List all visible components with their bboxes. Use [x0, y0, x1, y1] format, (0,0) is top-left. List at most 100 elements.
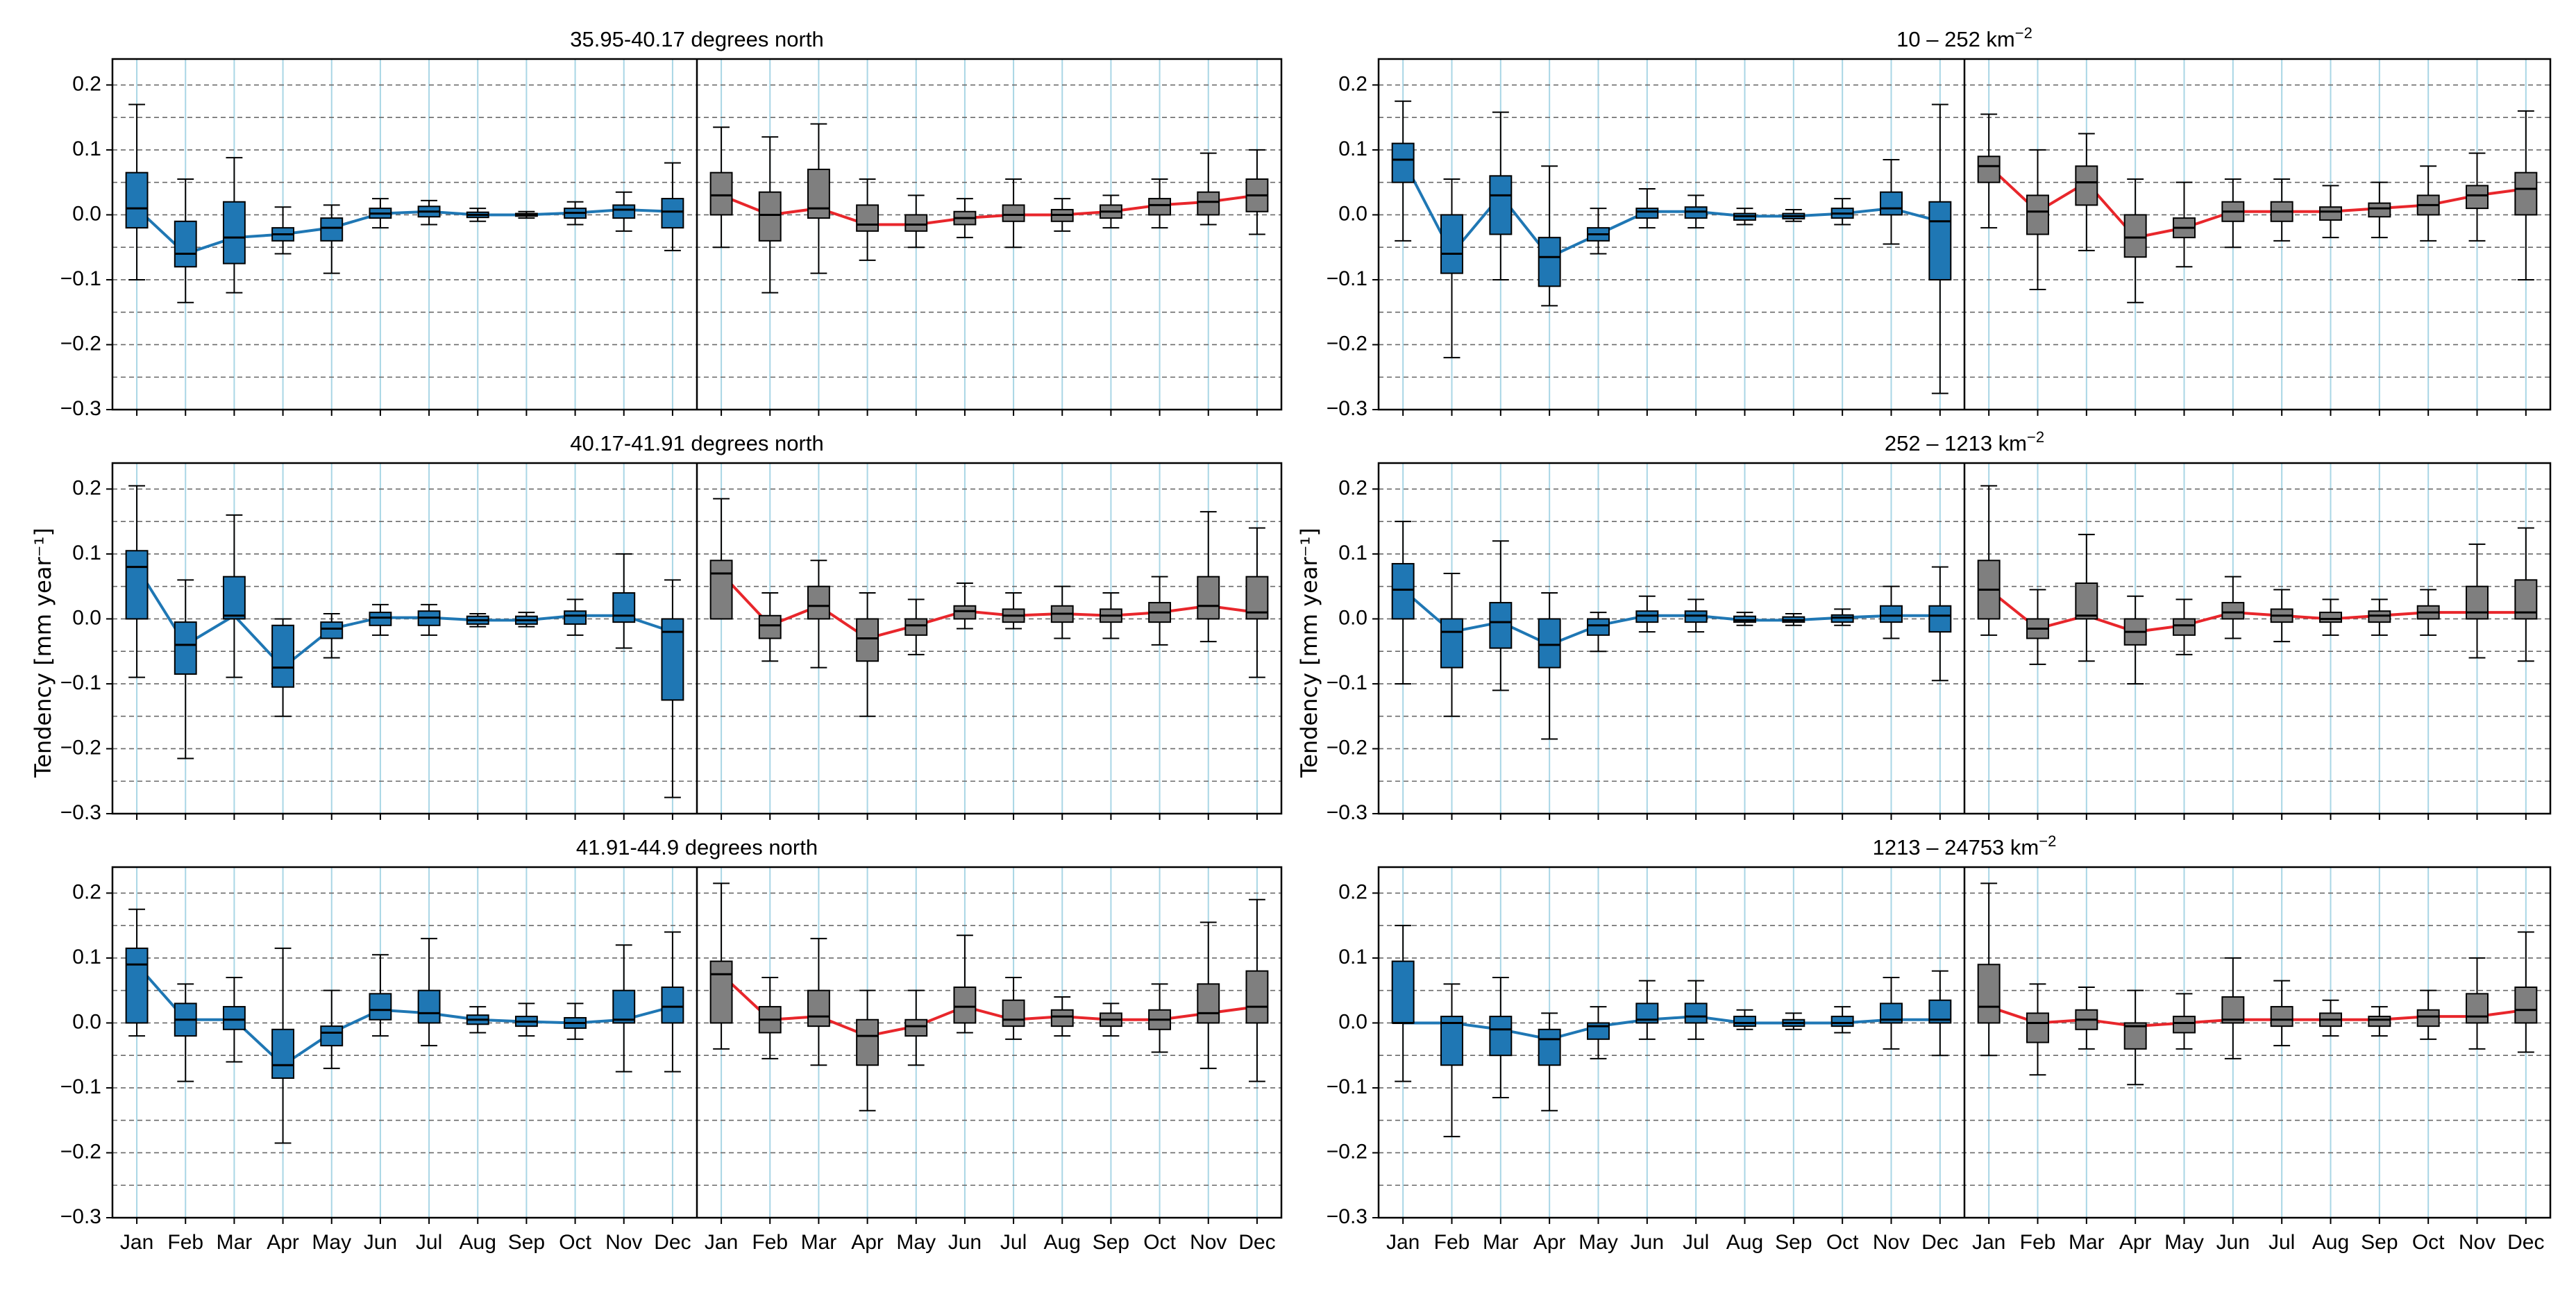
x-tick-label: Jul — [2268, 1231, 2295, 1254]
box — [1050, 1009, 1074, 1027]
y-tick-label: 0.0 — [1338, 202, 1367, 225]
y-tick-label: −0.1 — [60, 267, 101, 290]
box — [2173, 1016, 2196, 1034]
x-tick-label: May — [2164, 1231, 2204, 1254]
y-tick-label: 0.0 — [72, 202, 101, 225]
box — [661, 198, 684, 229]
x-tick-label: Jul — [1683, 1231, 1709, 1254]
box — [320, 621, 344, 639]
x-tick-label: Jun — [364, 1231, 397, 1254]
x-tick-label: Mar — [1483, 1231, 1519, 1254]
box — [953, 605, 977, 620]
box — [2026, 1012, 2049, 1043]
median-line — [1401, 159, 1941, 259]
box — [1928, 201, 1952, 280]
median-line — [721, 194, 1258, 226]
median-line — [1401, 588, 1940, 647]
box — [125, 550, 149, 620]
box — [2123, 1022, 2147, 1050]
x-tick-label: Aug — [1726, 1231, 1763, 1254]
box — [2368, 1016, 2391, 1027]
x-tick-label: Aug — [460, 1231, 496, 1254]
box — [1002, 999, 1025, 1027]
series-right — [1977, 110, 2538, 303]
x-tick-label: May — [896, 1231, 936, 1254]
box — [2319, 612, 2342, 623]
box — [222, 1006, 246, 1030]
y-tick-label: 0.2 — [72, 476, 101, 499]
x-tick-label: Mar — [2069, 1231, 2105, 1254]
y-tick-label: −0.3 — [1327, 801, 1367, 824]
box — [2221, 602, 2245, 620]
box — [1440, 618, 1463, 669]
x-tick-label: Sep — [1093, 1231, 1129, 1254]
box — [856, 618, 879, 662]
y-tick-label: −0.3 — [60, 397, 101, 420]
panel-title: 41.91-44.9 degrees north — [576, 835, 818, 859]
box — [1489, 602, 1513, 649]
box — [2026, 194, 2049, 235]
panel: −0.3 −0.2 −0.1 0.0 0.1 0.2 Jan Feb Mar Apr May Jun J… — [1327, 832, 2552, 1254]
x-tick-label: Nov — [605, 1231, 642, 1254]
median-line — [135, 963, 673, 1067]
x-tick-label: Dec — [1238, 1231, 1275, 1254]
x-tick-label: Feb — [2020, 1231, 2056, 1254]
y-tick-label: −0.2 — [1327, 332, 1367, 355]
y-tick-label: −0.3 — [1327, 1205, 1367, 1228]
x-tick-label: Dec — [1921, 1231, 1958, 1254]
x-tick-label: Apr — [267, 1231, 299, 1254]
box — [1538, 1028, 1561, 1066]
box — [271, 624, 295, 688]
panel: −0.3 −0.2 −0.1 0.0 0.1 0.2 10 – 252 km−2 — [1327, 24, 2552, 420]
y-tick-label: 0.0 — [72, 606, 101, 629]
median-line — [1987, 165, 2527, 240]
box — [1538, 618, 1561, 669]
y-tick-label: 0.2 — [1338, 476, 1367, 499]
box — [1245, 970, 1269, 1024]
y-tick-label: −0.2 — [60, 736, 101, 759]
x-tick-label: Jan — [705, 1231, 738, 1254]
x-tick-label: Feb — [1434, 1231, 1470, 1254]
x-tick-label: Nov — [1873, 1231, 1910, 1254]
box — [1391, 562, 1415, 620]
x-tick-label: May — [1579, 1231, 1618, 1254]
series-right — [709, 123, 1269, 294]
x-tick-label: Aug — [2312, 1231, 2349, 1254]
box — [807, 168, 830, 219]
box — [1002, 204, 1025, 222]
y-tick-label: −0.2 — [1327, 736, 1367, 759]
box — [222, 576, 246, 620]
x-tick-label: Jul — [1000, 1231, 1027, 1254]
x-tick-label: Nov — [2459, 1231, 2495, 1254]
panel: −0.3 −0.2 −0.1 0.0 0.1 0.2 252 – 1213 km−2 — [1327, 428, 2552, 824]
x-tick-label: Jan — [120, 1231, 153, 1254]
y-tick-label: 0.2 — [72, 72, 101, 95]
box — [320, 217, 344, 242]
x-tick-label: Jun — [2216, 1231, 2250, 1254]
x-tick-label: Oct — [559, 1231, 591, 1254]
series-right — [709, 498, 1269, 717]
box — [1880, 605, 1903, 623]
box — [125, 171, 149, 229]
box — [2075, 582, 2098, 620]
x-tick-label: Oct — [2412, 1231, 2445, 1254]
y-tick-label: −0.3 — [60, 1205, 101, 1228]
box — [174, 621, 197, 675]
y-tick-label: −0.1 — [1327, 1075, 1367, 1098]
box — [807, 989, 830, 1027]
box — [2221, 996, 2245, 1024]
median-line — [1403, 1015, 1940, 1041]
y-axis-label-left: Tendency [mm year⁻¹] — [30, 528, 56, 778]
x-tick-label: Mar — [217, 1231, 253, 1254]
panel-title-superscript: −2 — [2015, 24, 2032, 42]
y-tick-label: −0.1 — [1327, 671, 1367, 694]
panel: −0.3 −0.2 −0.1 0.0 0.1 0.2 Jan Feb Mar Apr May Jun J… — [60, 835, 1283, 1254]
panel-title-superscript: −2 — [2039, 832, 2056, 850]
panel-title-superscript: −2 — [2027, 428, 2044, 446]
box — [709, 960, 733, 1024]
x-tick-label: Dec — [654, 1231, 691, 1254]
x-tick-label: May — [312, 1231, 351, 1254]
box — [856, 204, 879, 232]
y-tick-label: −0.3 — [60, 801, 101, 824]
y-tick-label: 0.1 — [72, 542, 101, 564]
